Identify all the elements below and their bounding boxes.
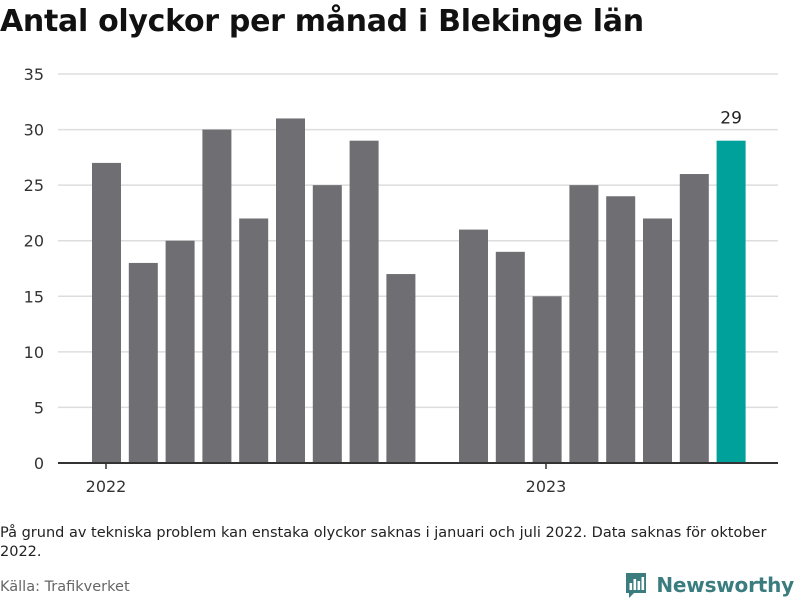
y-tick-label: 25 (24, 176, 44, 195)
y-tick-label: 30 (24, 121, 44, 140)
brand-name: Newsworthy (656, 573, 794, 597)
bar (532, 296, 562, 463)
bar (276, 118, 305, 463)
brand-logo: Newsworthy (624, 570, 794, 600)
highlight-value-label: 29 (720, 109, 742, 129)
bar (495, 251, 525, 463)
x-tick-label: 2022 (86, 477, 127, 496)
bar (349, 140, 379, 463)
bar (459, 229, 488, 463)
bar-chart-logo-icon (626, 573, 647, 598)
y-tick-label: 5 (34, 398, 44, 417)
bar (569, 185, 599, 463)
y-tick-label: 35 (24, 65, 44, 84)
bar (202, 129, 232, 464)
y-tick-label: 0 (34, 454, 44, 473)
bar (239, 218, 269, 463)
bar (128, 262, 158, 463)
bar (386, 274, 416, 463)
y-tick-label: 20 (24, 232, 44, 251)
x-tick-label: 2023 (526, 477, 567, 496)
y-tick-label: 15 (24, 287, 44, 306)
bar-chart: 0 5 10 15 20 25 30 35 29 2022 2023 (24, 65, 778, 496)
labels: 0 5 10 15 20 25 30 35 29 2022 2023 (24, 65, 742, 496)
bars (92, 118, 746, 464)
source-credit: Källa: Trafikverket (0, 579, 130, 595)
y-tick-label: 10 (24, 343, 44, 362)
axes (58, 462, 778, 469)
bar (606, 196, 636, 463)
bar (312, 185, 342, 463)
chart-title: Antal olyckor per månad i Blekinge län (0, 4, 644, 39)
footnote: På grund av tekniska problem kan enstaka… (0, 525, 767, 560)
bar (643, 218, 672, 463)
bar (165, 240, 195, 463)
bar (679, 174, 709, 463)
bar (92, 162, 121, 463)
bar-highlight (716, 140, 746, 463)
